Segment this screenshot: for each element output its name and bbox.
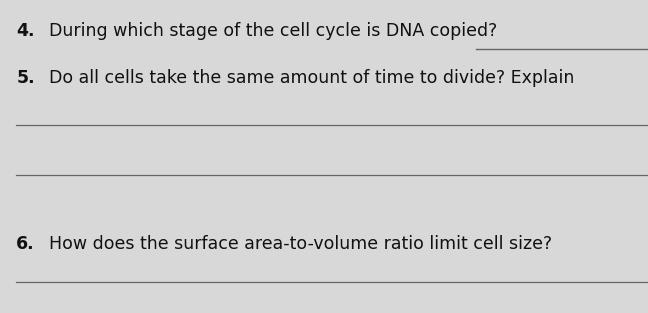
Text: During which stage of the cell cycle is DNA copied?: During which stage of the cell cycle is … [49, 22, 497, 40]
Text: 6.: 6. [16, 235, 35, 253]
Text: 5.: 5. [16, 69, 35, 87]
Text: 4.: 4. [16, 22, 35, 40]
Text: Do all cells take the same amount of time to divide? Explain: Do all cells take the same amount of tim… [49, 69, 574, 87]
Text: How does the surface area-to-volume ratio limit cell size?: How does the surface area-to-volume rati… [49, 235, 551, 253]
